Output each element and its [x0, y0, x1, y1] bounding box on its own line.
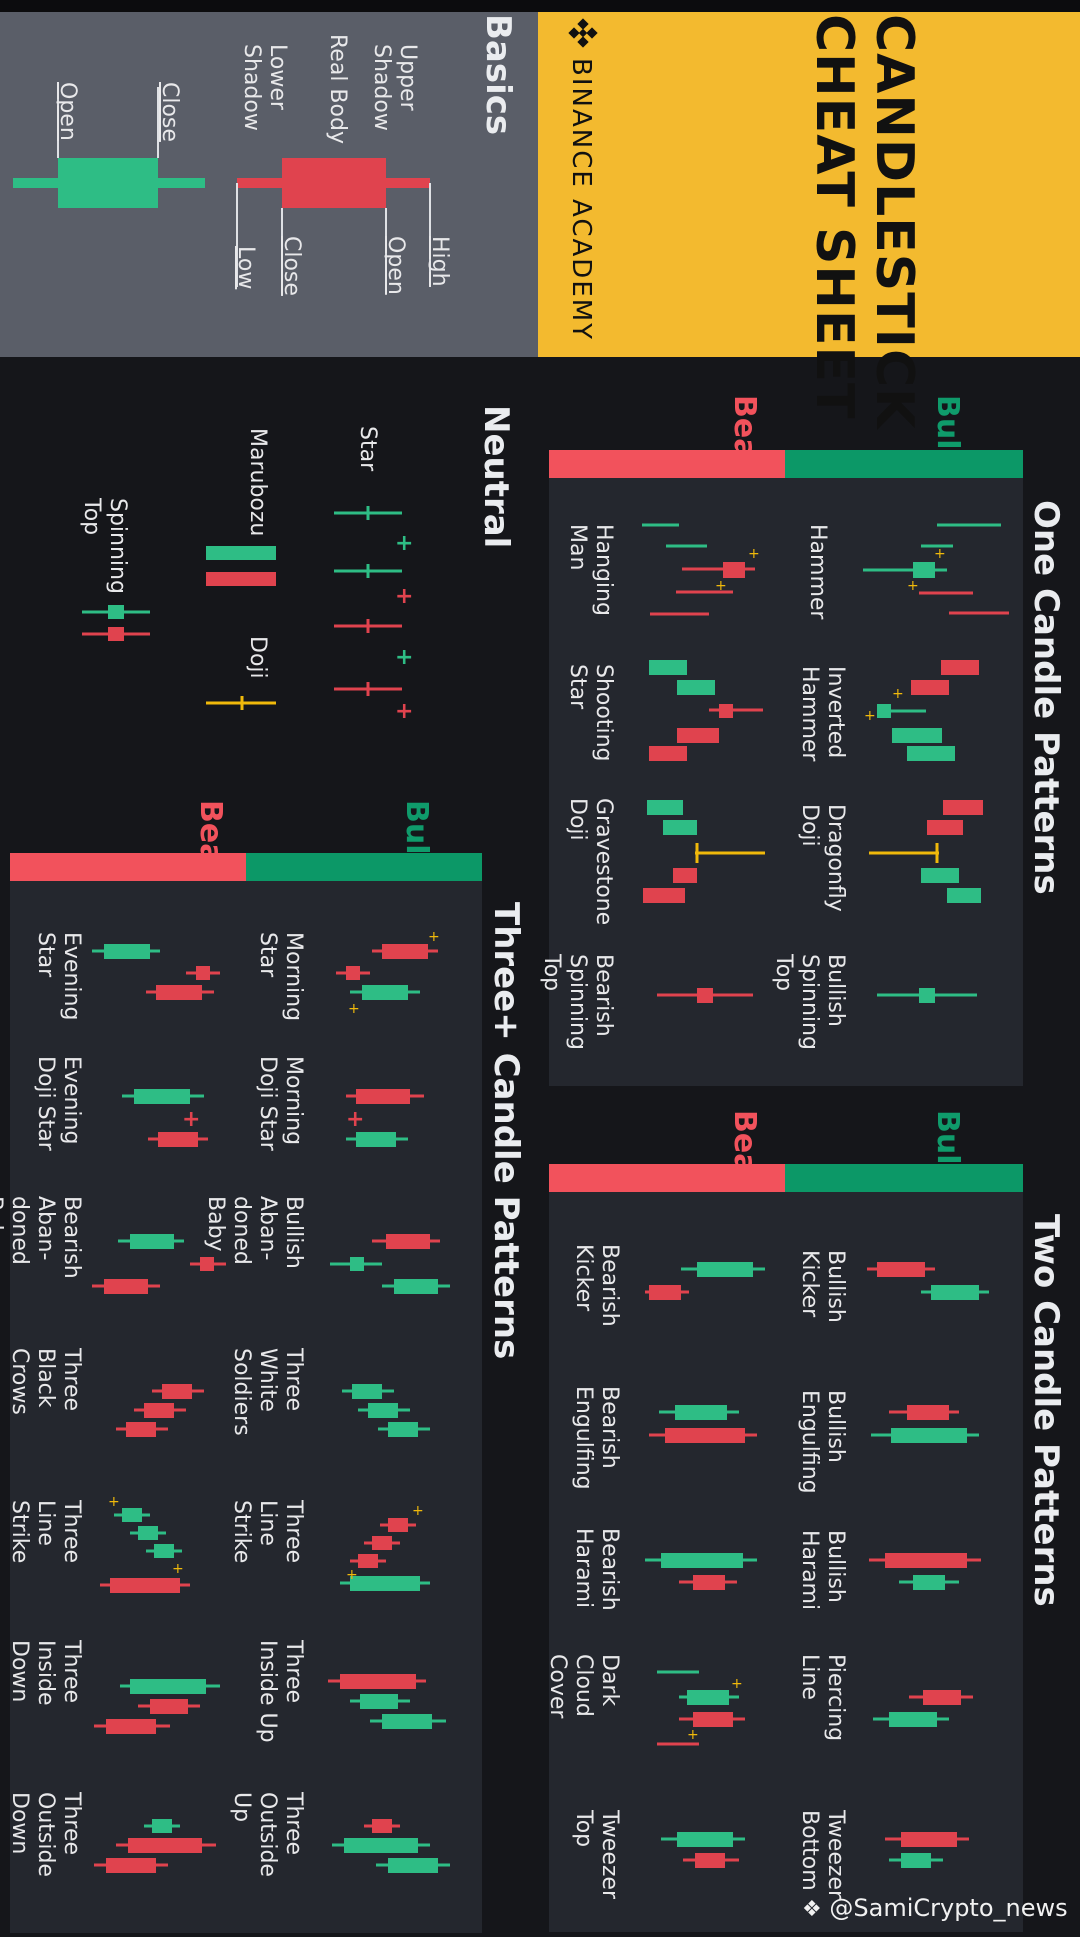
svg-text:+: +	[748, 546, 760, 562]
morning-star-glyph: ++	[336, 929, 440, 1017]
spinning-top-neutral-glyph	[82, 605, 150, 641]
svg-text:+: +	[395, 645, 413, 670]
svg-text:+: +	[934, 546, 946, 562]
three-candle-panel	[10, 881, 482, 1933]
three-bar-bullish	[246, 853, 482, 881]
svg-text:+: +	[715, 578, 727, 594]
header-title-line2: CHEAT SHEET	[804, 14, 864, 420]
svg-text:+: +	[395, 699, 413, 724]
svg-text:+: +	[348, 1001, 360, 1017]
label-low: Low	[233, 246, 258, 290]
three-inside-down-glyph	[94, 1679, 220, 1734]
svg-text:+: +	[687, 1727, 699, 1743]
bullish-spinning-top-glyph	[877, 988, 977, 1003]
top-edge	[0, 0, 1080, 12]
three-white-soldiers-glyph	[342, 1384, 430, 1437]
bullish-three-line-strike-glyph: ++	[340, 1503, 430, 1591]
doji-glyph	[206, 696, 276, 710]
one-candle-panel	[549, 478, 1023, 1086]
svg-text:+: +	[346, 1567, 358, 1583]
inverted-hammer-glyph: + +	[864, 660, 979, 761]
three-black-crows-glyph	[116, 1384, 204, 1437]
bearish-spinning-top-glyph	[657, 988, 753, 1003]
binance-logo-icon	[564, 18, 598, 48]
watermark-logo-icon: ❖	[802, 1897, 822, 1922]
neutral-star: Star	[355, 426, 380, 472]
bearish-abandoned-baby-glyph	[92, 1234, 226, 1294]
neutral-glyphs: + + + +	[206, 506, 413, 724]
bullish-harami-glyph	[869, 1553, 981, 1590]
three-outside-down-glyph	[94, 1819, 216, 1873]
watermark: ❖ @SamiCrypto_news	[802, 1894, 1068, 1922]
three-candle-glyphs: ++ + + ++ ++	[92, 929, 450, 1873]
three-bar-bearish	[10, 853, 246, 881]
label-open-green: Open	[55, 82, 80, 141]
one-bar-bearish	[549, 450, 785, 478]
label-high: High	[427, 236, 452, 287]
svg-text:+: +	[731, 1676, 743, 1692]
bullish-engulfing-glyph	[871, 1405, 979, 1443]
one-bar-bullish	[785, 450, 1023, 478]
evening-doji-star-glyph: +	[122, 1089, 208, 1147]
shooting-star-glyph	[649, 660, 763, 761]
gravestone-doji-glyph	[643, 800, 765, 903]
label-close-red: Close	[279, 236, 304, 296]
bullish-kicker-glyph	[867, 1262, 989, 1300]
two-bar-bearish	[549, 1164, 785, 1192]
svg-text:+: +	[346, 1107, 364, 1132]
svg-text:+: +	[395, 531, 413, 556]
star-glyph: + + + +	[334, 506, 413, 724]
header-title-line1: CANDLESTICK	[864, 14, 924, 430]
svg-text:+: +	[864, 708, 876, 724]
hanging-man-glyph: + +	[642, 523, 760, 616]
svg-text:+: +	[907, 578, 919, 594]
watermark-text: @SamiCrypto_news	[829, 1894, 1068, 1922]
one-candle-title: One Candle Patterns	[1026, 500, 1066, 895]
header-banner	[538, 12, 1080, 357]
bearish-three-line-strike-glyph: ++	[100, 1494, 190, 1593]
svg-text:+: +	[108, 1494, 120, 1510]
bearish-engulfing-glyph	[649, 1405, 757, 1443]
dragonfly-doji-glyph	[869, 800, 983, 903]
bearish-kicker-glyph	[645, 1262, 765, 1300]
one-candle-glyphs: + + + + + +	[642, 523, 1009, 1003]
morning-doji-star-glyph: +	[346, 1089, 424, 1147]
piercing-line-glyph	[873, 1690, 973, 1727]
tweezer-bottom-glyph	[885, 1832, 969, 1868]
svg-text:+: +	[395, 584, 413, 609]
evening-star-glyph	[92, 944, 220, 1000]
svg-text:+: +	[892, 686, 904, 702]
svg-text:+: +	[428, 929, 440, 945]
three-outside-up-glyph	[332, 1819, 450, 1873]
bearish-harami-glyph	[645, 1553, 757, 1590]
brand-name: BINANCE ACADEMY	[566, 58, 596, 342]
label-close-green: Close	[157, 82, 182, 142]
basics-bearish-candle	[13, 87, 431, 287]
marubozu-glyph	[206, 546, 276, 586]
two-candle-title: Two Candle Patterns	[1026, 1214, 1066, 1607]
label-open-red: Open	[383, 236, 408, 295]
hammer-glyph: + +	[863, 523, 1009, 615]
bullish-abandoned-baby-glyph	[330, 1234, 450, 1294]
three-candle-title: Three+ Candle Patterns	[486, 902, 526, 1360]
svg-text:+: +	[172, 1561, 184, 1577]
three-inside-up-glyph	[328, 1674, 446, 1729]
tweezer-top-glyph	[661, 1832, 745, 1868]
two-bar-bullish	[785, 1164, 1023, 1192]
dark-cloud-cover-glyph: ++	[657, 1670, 745, 1746]
two-candle-glyphs: ++	[645, 1262, 989, 1868]
svg-text:+: +	[412, 1503, 424, 1519]
svg-text:+: +	[182, 1107, 200, 1132]
